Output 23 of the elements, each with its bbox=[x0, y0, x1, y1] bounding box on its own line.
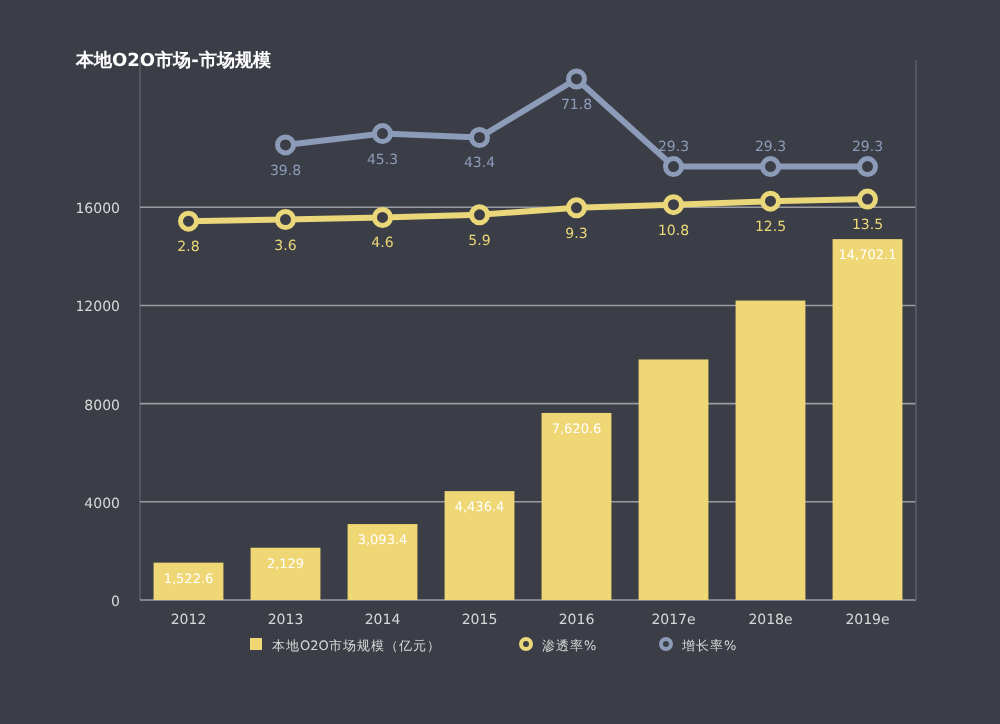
point bbox=[372, 206, 393, 228]
point bbox=[663, 194, 684, 216]
point bbox=[857, 156, 878, 178]
point bbox=[372, 123, 393, 145]
point bbox=[469, 204, 490, 226]
bar bbox=[735, 300, 806, 600]
chart-title: 本地O2O市场-市场规模 bbox=[74, 50, 273, 72]
point bbox=[178, 210, 199, 232]
point bbox=[469, 127, 490, 148]
point bbox=[857, 188, 878, 210]
bar bbox=[541, 412, 612, 600]
point bbox=[663, 156, 684, 178]
point bbox=[566, 68, 587, 90]
point bbox=[566, 197, 587, 219]
bar bbox=[638, 359, 709, 600]
bar bbox=[832, 239, 903, 600]
point bbox=[760, 190, 781, 212]
point bbox=[275, 134, 296, 156]
bar bbox=[444, 491, 515, 600]
bar bbox=[250, 547, 321, 600]
point bbox=[760, 156, 781, 178]
bar bbox=[347, 524, 418, 600]
point bbox=[275, 209, 296, 231]
